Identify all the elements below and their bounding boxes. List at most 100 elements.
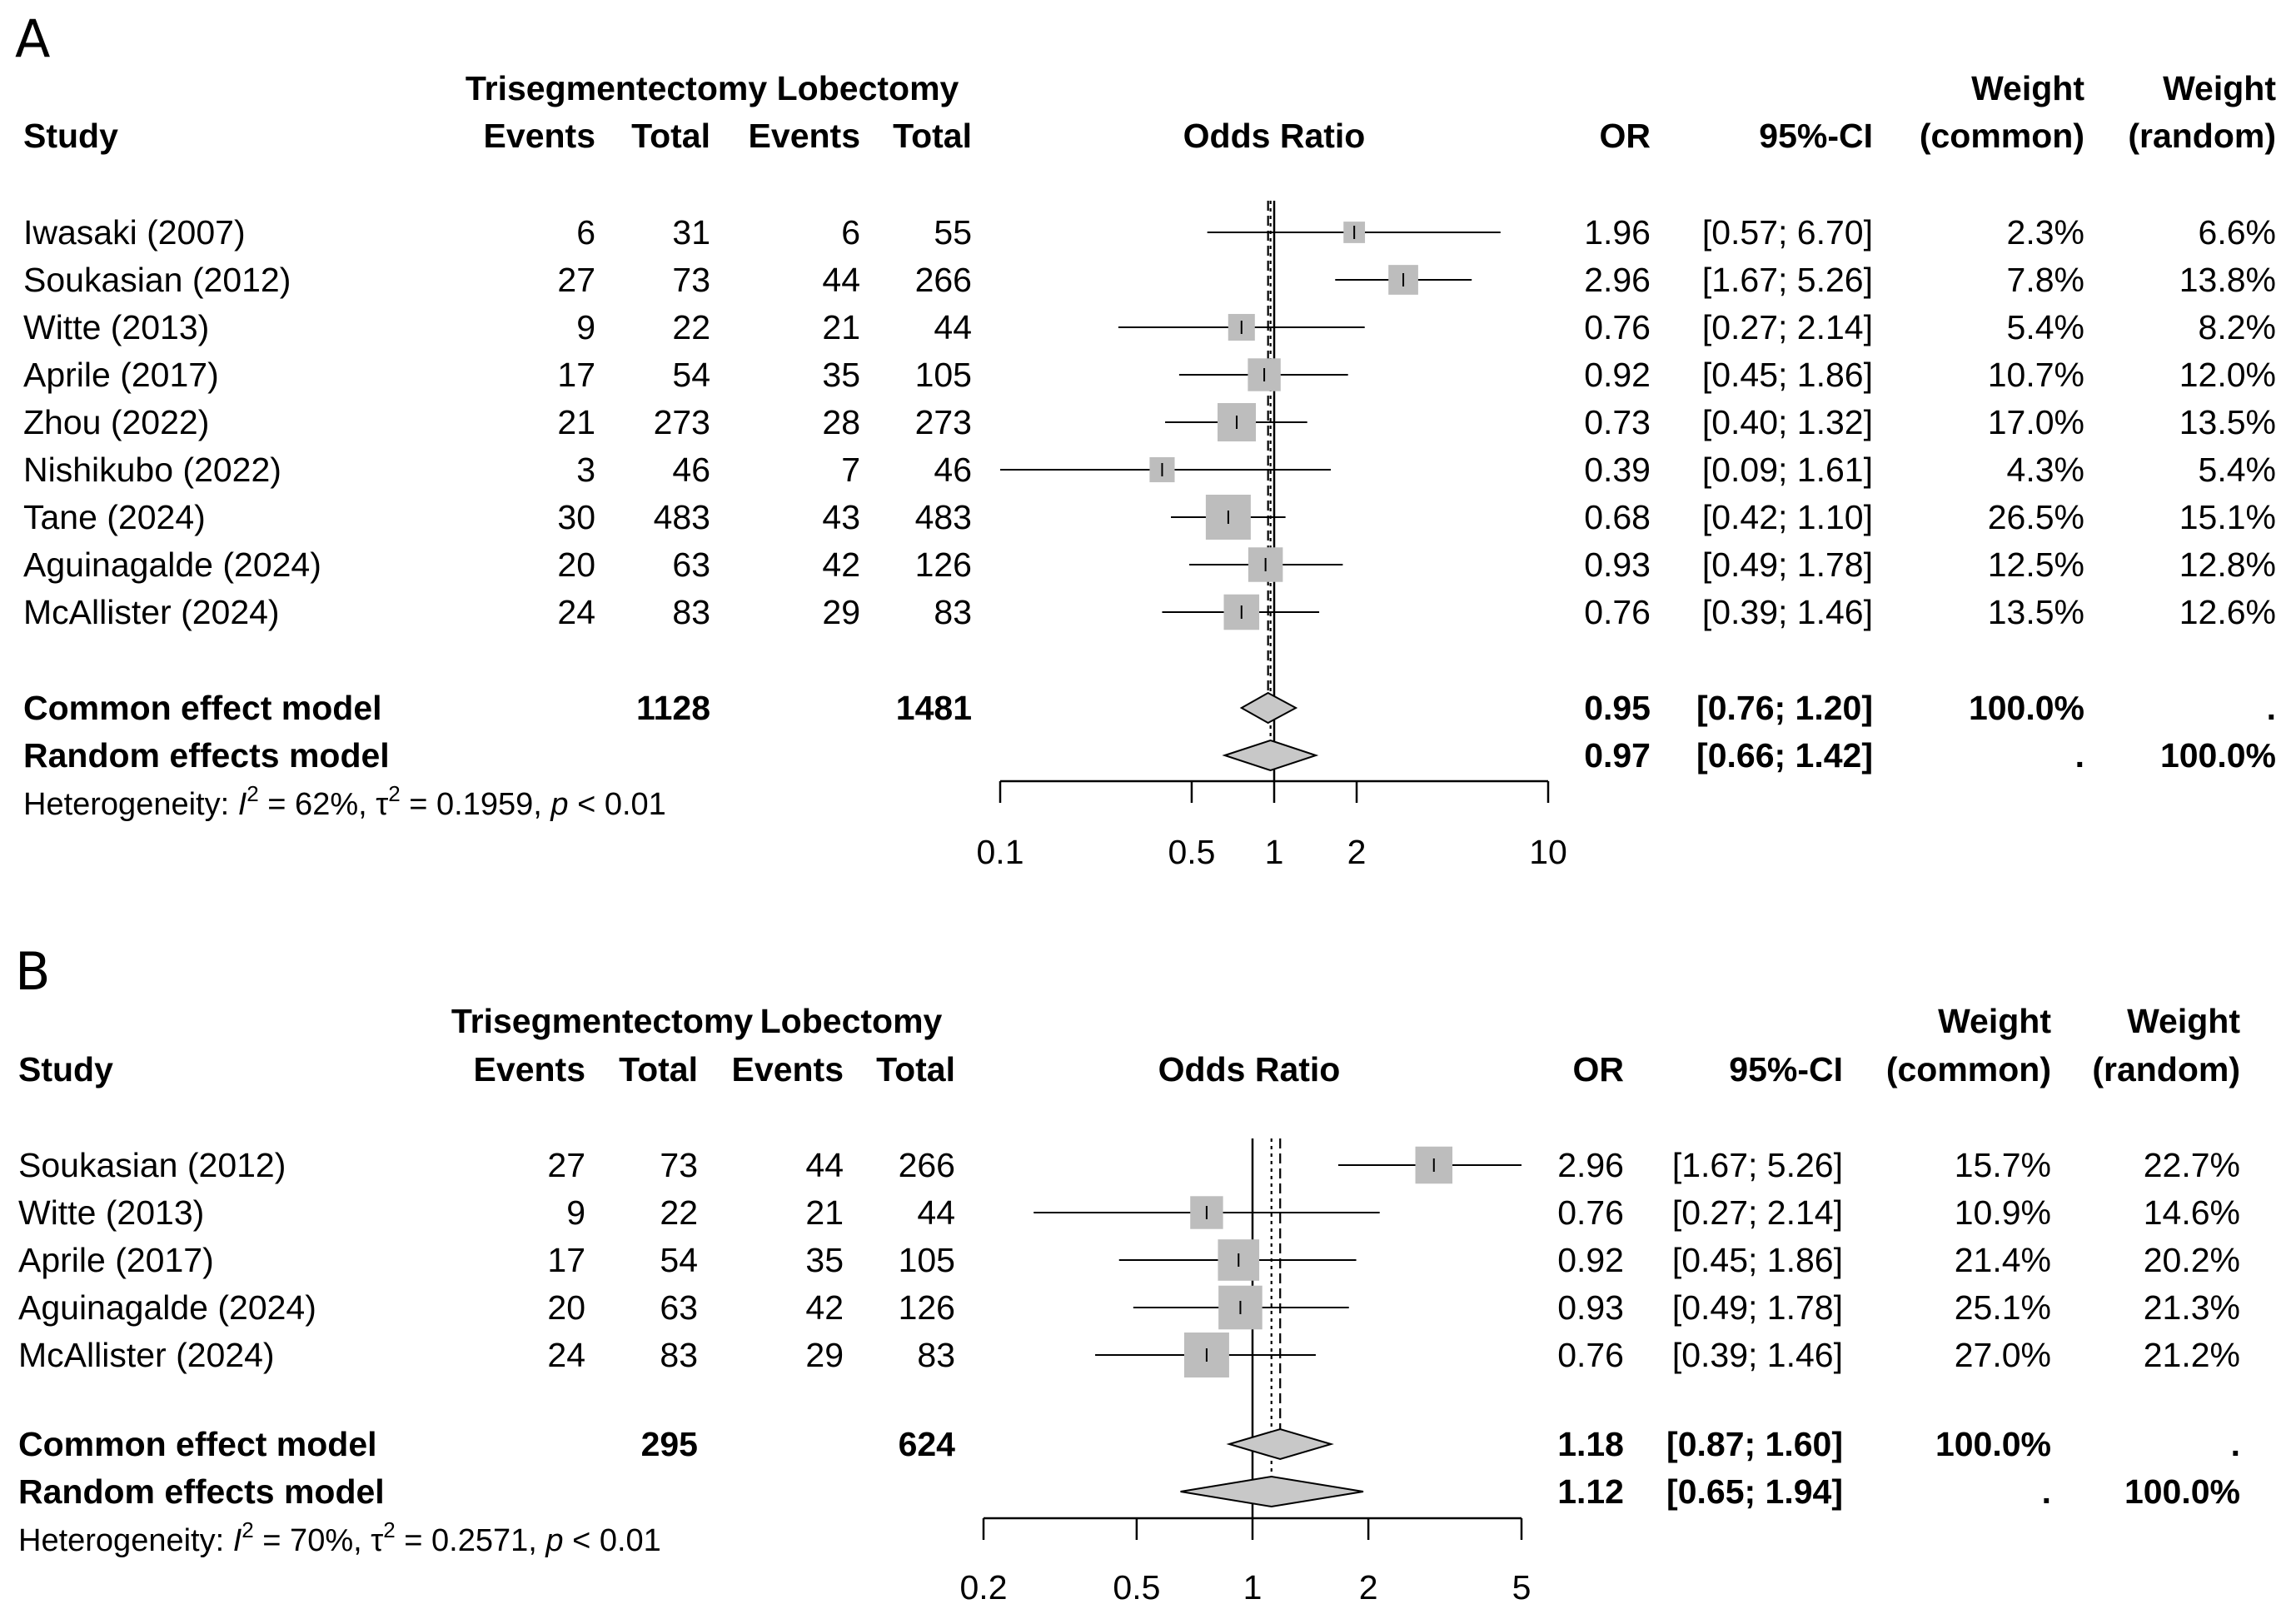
ci-value: [0.49; 1.78]: [1702, 545, 1873, 584]
events1-column-header: Events: [484, 117, 595, 155]
or-value: 0.93: [1557, 1288, 1624, 1327]
or-column-header: OR: [1573, 1050, 1625, 1088]
odds-ratio-header: Odds Ratio: [1183, 117, 1366, 155]
ci-value: [1.67; 5.26]: [1672, 1146, 1843, 1184]
ci-value: [0.42; 1.10]: [1702, 498, 1873, 536]
common-weight-random: .: [2231, 1425, 2240, 1463]
weight-random-value: 15.1%: [2179, 498, 2276, 536]
study-row: Witte (2013) 9 22 21 44 0.76 [0.27; 2.14] 5.4% 8…: [23, 308, 2276, 346]
p-value: < 0.01: [564, 1523, 661, 1558]
total1-column-header: Total: [631, 117, 710, 155]
study-name: Iwasaki (2007): [23, 213, 246, 252]
weight-common-value: 12.5%: [1988, 545, 2084, 584]
total1-value: 73: [672, 261, 710, 299]
random-weight-random: 100.0%: [2124, 1472, 2240, 1511]
study-row: Aguinagalde (2024) 20 63 42 126 0.93 [0.49; 1.…: [18, 1285, 2240, 1330]
common-or: 0.95: [1584, 689, 1651, 727]
common-weight-common: 100.0%: [1969, 689, 2084, 727]
study-name: Aguinagalde (2024): [18, 1288, 316, 1327]
total1-value: 54: [672, 356, 710, 394]
total2-value: 273: [915, 403, 972, 441]
weight-random-value: 20.2%: [2144, 1241, 2240, 1279]
events1-value: 27: [557, 261, 595, 299]
common-effect-row: Common effect model 1128 1481 0.95 [0.76; 1.…: [23, 689, 2276, 727]
random-effects-diamond: [1222, 739, 1319, 772]
total2-value: 483: [915, 498, 972, 536]
events1-value: 17: [557, 356, 595, 394]
random-weight-common: .: [2042, 1472, 2051, 1511]
tau-value: = 0.1959,: [401, 787, 551, 822]
or-value: 1.96: [1584, 213, 1651, 252]
common-ci: [0.87; 1.60]: [1666, 1425, 1843, 1463]
ci-value: [1.67; 5.26]: [1702, 261, 1873, 299]
total2-value: 46: [934, 451, 972, 489]
events1-value: 20: [557, 545, 595, 584]
study-name: Soukasian (2012): [23, 261, 291, 299]
study-row: Soukasian (2012) 27 73 44 266 2.96 [1.67; 5.26…: [18, 1146, 2240, 1184]
weight-common-value: 17.0%: [1988, 403, 2084, 441]
p-symbol: p: [550, 787, 568, 822]
events1-value: 3: [576, 451, 595, 489]
heterogeneity-statement: Heterogeneity: I2 = 62%, τ2 = 0.1959, p …: [23, 781, 666, 822]
events1-value: 24: [547, 1336, 585, 1374]
random-ci: [0.65; 1.94]: [1666, 1472, 1843, 1511]
x-axis: 0.2 0.5 1 2 5: [960, 1517, 1531, 1607]
x-tick-label: 2: [1347, 833, 1367, 871]
weight-common-header-1: Weight: [1971, 69, 2084, 107]
x-tick-label: 1: [1265, 833, 1284, 871]
or-column-header: OR: [1600, 117, 1651, 155]
events2-value: 29: [805, 1336, 844, 1374]
study-name: Zhou (2022): [23, 403, 209, 441]
common-effect-label: Common effect model: [23, 689, 382, 727]
weight-random-header-1: Weight: [2127, 1002, 2240, 1040]
group1-header: Trisegmentectomy: [451, 1002, 753, 1040]
events2-value: 29: [822, 593, 860, 631]
weight-common-header-2: (common): [1920, 117, 2084, 155]
common-total2: 1481: [896, 689, 972, 727]
events1-value: 24: [557, 593, 595, 631]
study-name: McAllister (2024): [18, 1336, 275, 1374]
random-or: 1.12: [1557, 1472, 1624, 1511]
heterogeneity-statement: Heterogeneity: I2 = 70%, τ2 = 0.2571, p …: [18, 1517, 661, 1558]
random-weight-common: .: [2075, 736, 2084, 775]
total2-value: 44: [917, 1193, 955, 1232]
heterogeneity-prefix: Heterogeneity:: [18, 1523, 233, 1558]
i2-value: = 70%,: [254, 1523, 371, 1558]
total1-value: 73: [660, 1146, 698, 1184]
weight-common-value: 15.7%: [1955, 1146, 2051, 1184]
x-tick-label: 5: [1512, 1568, 1531, 1607]
study-row: Iwasaki (2007) 6 31 6 55 1.96 [0.57; 6.70] 2.3%…: [23, 213, 2276, 252]
events1-value: 17: [547, 1241, 585, 1279]
i2-superscript: 2: [242, 1517, 253, 1542]
weight-random-header-2: (random): [2128, 117, 2276, 155]
events1-column-header: Events: [474, 1050, 585, 1088]
ci-value: [0.40; 1.32]: [1702, 403, 1873, 441]
common-effect-label: Common effect model: [18, 1425, 377, 1463]
ci-value: [0.09; 1.61]: [1702, 451, 1873, 489]
weight-common-value: 7.8%: [2007, 261, 2084, 299]
odds-ratio-header: Odds Ratio: [1158, 1050, 1341, 1088]
ci-value: [0.49; 1.78]: [1672, 1288, 1843, 1327]
events2-value: 28: [822, 403, 860, 441]
total1-value: 31: [672, 213, 710, 252]
events2-value: 6: [841, 213, 860, 252]
weight-common-value: 13.5%: [1988, 593, 2084, 631]
p-value: < 0.01: [569, 787, 666, 822]
events2-value: 21: [805, 1193, 844, 1232]
x-tick-label: 2: [1359, 1568, 1378, 1607]
weight-common-value: 5.4%: [2007, 308, 2084, 346]
or-value: 0.76: [1557, 1336, 1624, 1374]
total1-value: 46: [672, 451, 710, 489]
common-effect-diamond: [1226, 1427, 1334, 1461]
ci-column-header: 95%-CI: [1759, 117, 1873, 155]
or-value: 0.76: [1584, 308, 1651, 346]
common-effect-diamond: [1239, 691, 1298, 725]
or-value: 0.76: [1557, 1193, 1624, 1232]
weight-random-value: 13.8%: [2179, 261, 2276, 299]
tau-superscript: 2: [383, 1517, 395, 1542]
events2-value: 7: [841, 451, 860, 489]
p-symbol: p: [545, 1523, 563, 1558]
study-name: Witte (2013): [23, 308, 209, 346]
study-row: Tane (2024) 30 483 43 483 0.68 [0.42; 1.10] 26.…: [23, 495, 2276, 540]
weight-common-value: 10.9%: [1955, 1193, 2051, 1232]
